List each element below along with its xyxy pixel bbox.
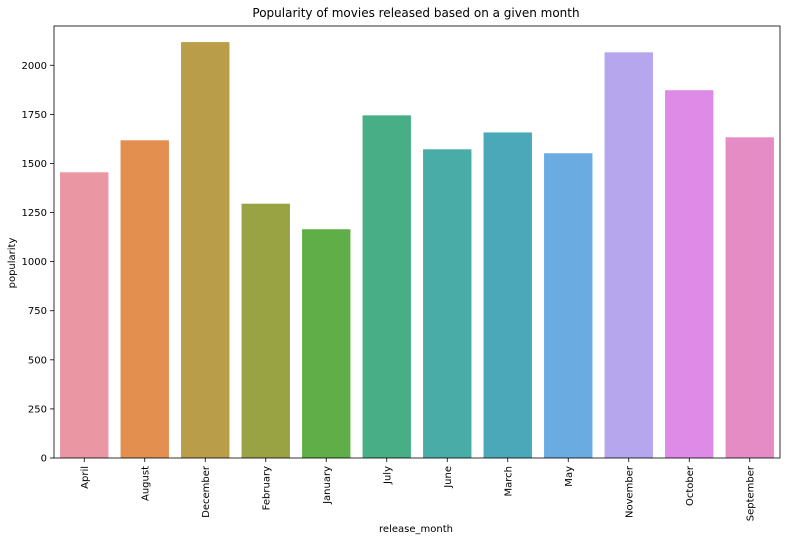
y-axis: 0 250 500 750 1000 1250 1500 1750 2000: [22, 61, 54, 465]
bar-november: [604, 52, 653, 458]
bar-july: [362, 115, 411, 458]
x-tick-label: March: [503, 466, 514, 496]
x-tick-label: August: [140, 466, 151, 501]
bar-february: [241, 203, 290, 458]
y-tick-label: 500: [28, 355, 47, 366]
bar-october: [665, 90, 714, 458]
x-tick-label: April: [80, 466, 91, 489]
bar-may: [544, 153, 593, 458]
chart-title: Popularity of movies released based on a…: [252, 6, 579, 20]
bar-september: [725, 137, 774, 458]
x-axis-label: release_month: [379, 524, 453, 535]
y-tick-label: 0: [41, 454, 47, 465]
bar-january: [302, 229, 351, 458]
x-tick-label: October: [685, 465, 696, 506]
x-tick-label: February: [261, 466, 272, 510]
x-tick-label: November: [624, 465, 635, 518]
x-axis: April August December February January July Ju…: [80, 458, 756, 521]
plot-frame: [53, 25, 781, 459]
y-tick-label: 750: [28, 306, 47, 317]
bar-june: [423, 149, 472, 459]
y-tick-label: 250: [28, 404, 47, 415]
x-tick-label: June: [443, 466, 454, 489]
x-tick-label: July: [382, 466, 393, 485]
bars-group: [60, 42, 774, 459]
y-tick-label: 2000: [22, 61, 47, 72]
x-tick-label: December: [201, 465, 212, 518]
y-tick-label: 1250: [22, 208, 47, 219]
bar-april: [60, 172, 109, 459]
y-tick-label: 1500: [22, 159, 47, 170]
y-axis-label: popularity: [7, 238, 18, 289]
x-tick-label: May: [564, 466, 575, 487]
y-tick-label: 1750: [22, 110, 47, 121]
x-tick-label: September: [745, 465, 756, 521]
y-tick-label: 1000: [22, 257, 47, 268]
x-tick-label: January: [322, 466, 333, 505]
bar-august: [120, 140, 169, 458]
bar-december: [181, 42, 230, 459]
bar-march: [483, 132, 532, 459]
